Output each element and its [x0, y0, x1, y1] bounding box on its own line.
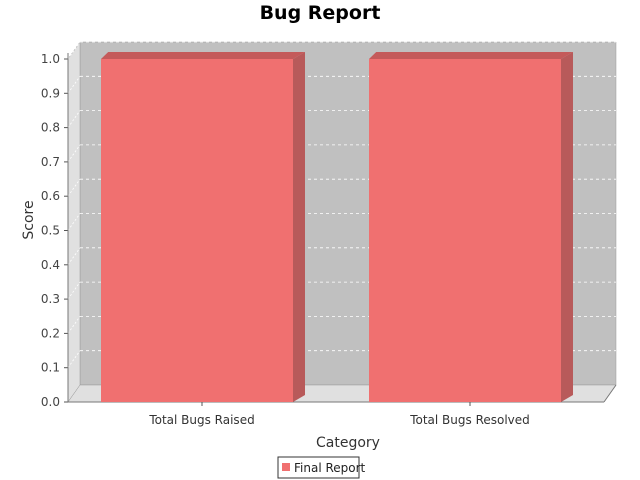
legend-box	[277, 456, 360, 479]
gridline-wall	[67, 316, 81, 334]
y-tick-label: 0.8	[41, 121, 60, 135]
x-axis-end	[603, 384, 617, 403]
legend-swatch	[282, 463, 290, 471]
x-axis-title: Category	[316, 435, 380, 451]
bar	[101, 59, 293, 402]
gridline-wall	[67, 144, 81, 163]
gridline-wall	[67, 76, 81, 94]
y-tick-label: 0.4	[41, 258, 60, 272]
x-tick-label: Total Bugs Raised	[148, 413, 254, 427]
bar-side	[561, 52, 573, 402]
y-tick-label: 0.5	[41, 224, 60, 238]
gridline-wall	[67, 178, 81, 197]
y-tick-label: 0.1	[41, 361, 60, 375]
gridline-wall	[67, 41, 81, 60]
legend-label: Final Report	[294, 461, 366, 475]
bar-top	[101, 52, 305, 59]
gridline-wall	[67, 213, 81, 231]
bar-top	[369, 52, 573, 59]
y-tick-label: 0.0	[41, 395, 60, 409]
y-tick-label: 0.2	[41, 326, 60, 340]
gridline-wall	[67, 247, 81, 266]
gridline-wall	[67, 110, 81, 128]
y-tick-label: 0.7	[41, 155, 60, 169]
y-tick-label: 0.6	[41, 189, 60, 203]
chart-title: Bug Report	[259, 2, 381, 24]
y-tick-label: 1.0	[41, 52, 60, 66]
y-tick-label: 0.9	[41, 86, 60, 100]
gridline-wall	[67, 350, 81, 368]
x-tick-label: Total Bugs Resolved	[409, 413, 530, 427]
plot-left-wall	[67, 41, 81, 403]
y-axis-title: Score	[21, 200, 37, 239]
y-tick-label: 0.3	[41, 292, 60, 306]
gridline-wall	[67, 281, 81, 300]
bar-side	[293, 52, 305, 402]
bar	[369, 59, 561, 402]
